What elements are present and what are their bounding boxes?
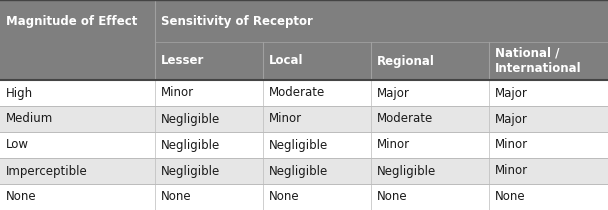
Text: None: None [6, 190, 36, 203]
Text: Negligible: Negligible [161, 113, 220, 126]
Text: Major: Major [495, 87, 528, 100]
Bar [0, 184, 155, 210]
Bar [0, 42, 155, 80]
Bar [263, 106, 371, 132]
Bar [263, 132, 371, 158]
Text: Minor: Minor [377, 139, 410, 151]
Bar [0, 158, 155, 184]
Bar [0, 106, 155, 132]
Bar [489, 42, 608, 80]
Text: None: None [269, 190, 300, 203]
Text: Moderate: Moderate [377, 113, 434, 126]
Bar [0, 80, 155, 106]
Bar [371, 132, 489, 158]
Bar [489, 184, 608, 210]
Bar [489, 80, 608, 106]
Bar [371, 158, 489, 184]
Text: High: High [6, 87, 33, 100]
Text: Regional: Regional [377, 55, 435, 67]
Text: Major: Major [495, 113, 528, 126]
Text: Medium: Medium [6, 113, 54, 126]
Bar [263, 80, 371, 106]
Bar [263, 184, 371, 210]
Text: Imperceptible: Imperceptible [6, 164, 88, 177]
Bar [263, 42, 371, 80]
Bar [489, 132, 608, 158]
Bar [371, 184, 489, 210]
Bar [155, 132, 263, 158]
Bar [155, 184, 263, 210]
Bar [155, 158, 263, 184]
Bar [263, 158, 371, 184]
Text: Sensitivity of Receptor: Sensitivity of Receptor [161, 14, 313, 28]
Text: Major: Major [377, 87, 410, 100]
Text: Minor: Minor [495, 139, 528, 151]
Text: Negligible: Negligible [269, 164, 328, 177]
Bar [0, 0, 155, 42]
Text: Negligible: Negligible [161, 139, 220, 151]
Bar [0, 132, 155, 158]
Text: Magnitude of Effect: Magnitude of Effect [6, 14, 137, 28]
Text: None: None [495, 190, 526, 203]
Text: National /
International: National / International [495, 47, 582, 75]
Text: Negligible: Negligible [377, 164, 437, 177]
Text: Lesser: Lesser [161, 55, 204, 67]
Text: Minor: Minor [495, 164, 528, 177]
Bar [489, 106, 608, 132]
Bar [155, 0, 608, 42]
Bar [371, 80, 489, 106]
Bar [371, 42, 489, 80]
Text: Negligible: Negligible [269, 139, 328, 151]
Text: Moderate: Moderate [269, 87, 325, 100]
Text: None: None [377, 190, 407, 203]
Text: None: None [161, 190, 192, 203]
Bar [155, 42, 263, 80]
Text: Local: Local [269, 55, 303, 67]
Bar [155, 106, 263, 132]
Bar [371, 106, 489, 132]
Bar [489, 158, 608, 184]
Text: Negligible: Negligible [161, 164, 220, 177]
Text: Low: Low [6, 139, 29, 151]
Text: Minor: Minor [269, 113, 302, 126]
Bar [155, 80, 263, 106]
Text: Minor: Minor [161, 87, 194, 100]
